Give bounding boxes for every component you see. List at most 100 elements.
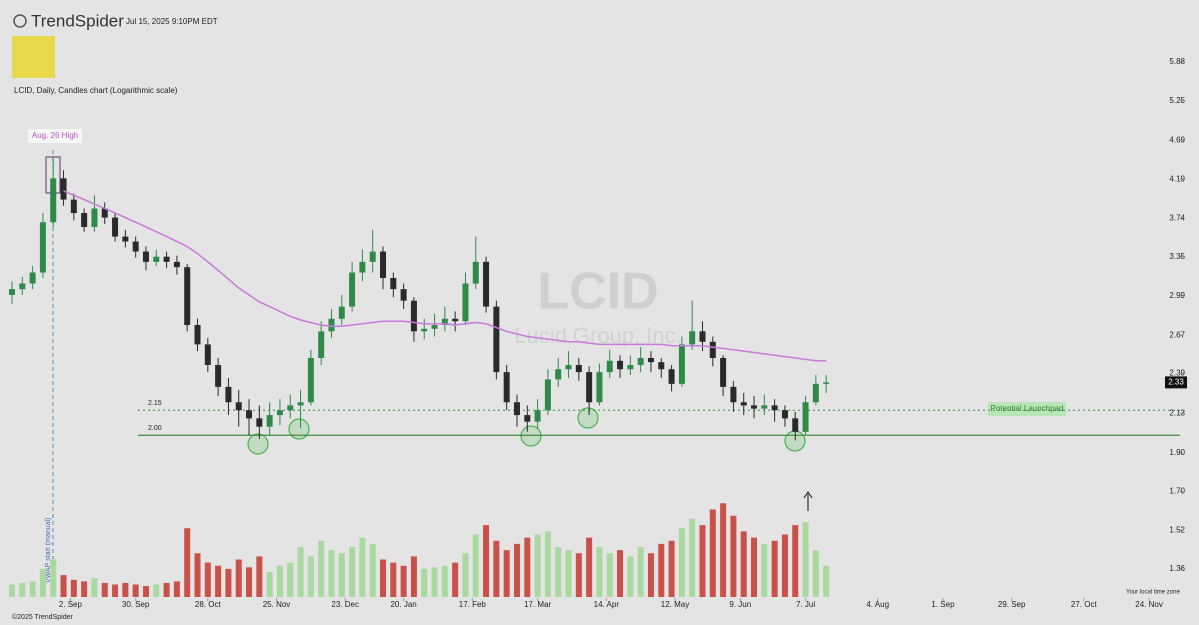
candle-body [524, 415, 531, 422]
volume-bar [792, 525, 799, 597]
volume-bar [771, 540, 778, 597]
y-tick-label: 3.74 [1169, 214, 1185, 223]
volume-bar [812, 550, 819, 597]
volume-bar [503, 550, 510, 597]
low-circle [577, 407, 599, 429]
volume-bar [266, 572, 273, 597]
low-circle [288, 418, 310, 440]
volume-bar [637, 547, 644, 597]
candle-body [349, 272, 356, 307]
candle-body [586, 372, 593, 403]
candle-body [235, 402, 242, 411]
candle-body [101, 208, 108, 218]
candle-body [410, 300, 417, 332]
timezone: Your local time zone [1126, 590, 1180, 596]
volume-bar [256, 556, 263, 597]
candle-body [70, 199, 77, 214]
x-tick-label: 4. Aug [866, 600, 889, 609]
candle-body [215, 364, 222, 387]
candle-body [513, 402, 520, 416]
volume-bar [586, 537, 593, 597]
volume-bar [720, 503, 727, 597]
candle-body [668, 369, 675, 384]
low-circles [247, 407, 806, 455]
volume-bar [699, 525, 706, 597]
volume-bar [60, 575, 67, 597]
candle-body [720, 357, 727, 387]
volume-bar [493, 540, 500, 597]
volume-bar [740, 531, 747, 597]
candle-body [369, 251, 376, 262]
x-tick-label: 9. Jun [729, 600, 751, 609]
volume-bar [29, 581, 36, 597]
volume-bar [19, 582, 26, 597]
candle-body [318, 331, 325, 358]
candle-body [287, 405, 294, 411]
candle-body [431, 324, 438, 329]
low-circle [247, 433, 269, 455]
avatar [12, 36, 55, 78]
volume-bar [173, 581, 180, 597]
y-tick-label: 2.99 [1169, 291, 1185, 300]
volume-bar [153, 584, 160, 597]
logo: TrendSpider [13, 11, 124, 30]
candle-body [359, 261, 366, 273]
candle-body [606, 360, 613, 373]
volume-bar [163, 582, 170, 597]
volume-bar [369, 543, 376, 597]
y-tick-label: 4.69 [1169, 135, 1185, 144]
candle-body [276, 410, 283, 416]
low-circle [520, 425, 542, 447]
candle-body [699, 331, 706, 342]
candle-body [781, 410, 788, 419]
volume-bar [142, 586, 149, 597]
volume-bar [276, 565, 283, 597]
volume-bar [823, 565, 830, 597]
volume-bar [225, 568, 232, 597]
candle-body [50, 178, 57, 223]
volume-bar [235, 559, 242, 597]
y-tick-label: 1.52 [1169, 525, 1185, 534]
candle-body [596, 372, 603, 403]
volume-bar [318, 540, 325, 597]
volume-bar [204, 562, 211, 597]
volume-bar [390, 562, 397, 597]
volume-bar [101, 582, 108, 597]
x-tick-label: 30. Sep [122, 600, 150, 609]
volume-bar [802, 522, 809, 597]
candle-body [81, 213, 88, 227]
candle-body [112, 217, 119, 237]
volume-bar [534, 534, 541, 597]
x-tick-label: 12. May [661, 600, 689, 609]
volume-bar [287, 562, 294, 597]
candle-body [266, 415, 273, 427]
candle-body [452, 318, 459, 322]
last-price: 2.33 [1168, 377, 1184, 386]
candle-body [194, 324, 201, 345]
volume-bar [215, 565, 222, 597]
moving-average [63, 190, 827, 362]
candle-body [771, 405, 778, 411]
candle-body [503, 372, 510, 403]
y-tick-label: 2.67 [1169, 330, 1185, 339]
volume-bar [39, 568, 46, 597]
candle-body [647, 357, 654, 363]
candle-body [132, 241, 139, 252]
candle-body [678, 344, 685, 384]
volume-bar [668, 540, 675, 597]
volume-bar [349, 547, 356, 597]
candle-body [122, 236, 129, 242]
volume-bar [617, 550, 624, 597]
x-tick-label: 17. Feb [459, 600, 487, 609]
brand: TrendSpider [31, 11, 124, 30]
x-tick-label: 24. Nov [1135, 600, 1163, 609]
volume-bar [410, 556, 417, 597]
candle-body [225, 386, 232, 403]
volume-bar [761, 543, 768, 597]
candle-body [483, 261, 490, 307]
volume-bar [565, 550, 572, 597]
candle-body [658, 362, 665, 370]
volume-bar [452, 562, 459, 597]
volume-bar [575, 553, 582, 597]
candle-body [153, 256, 160, 262]
